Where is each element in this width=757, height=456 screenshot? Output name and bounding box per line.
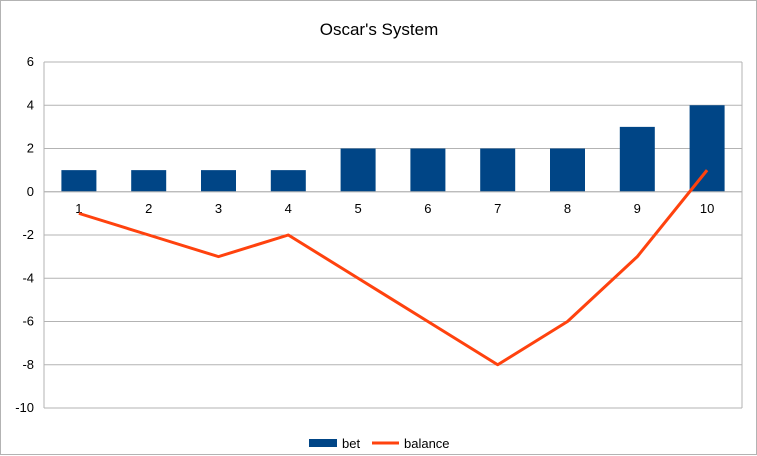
y-tick-label: 0	[27, 184, 34, 199]
bar-bet-10	[689, 105, 725, 192]
balance-line	[78, 169, 709, 367]
y-tick-label: 6	[27, 54, 34, 69]
x-tick-label: 5	[354, 201, 361, 216]
bar-bet-4	[270, 170, 306, 192]
bar-bet-8	[550, 148, 585, 192]
x-axis-ticks: 1 2 3 4 5 6 7 8 9 10	[75, 201, 714, 216]
balance-series	[78, 169, 709, 367]
chart-title: Oscar's System	[320, 20, 439, 39]
x-tick-label: 6	[424, 201, 431, 216]
legend-label-balance: balance	[404, 436, 450, 451]
x-tick-label: 1	[75, 201, 82, 216]
y-tick-label: 4	[27, 97, 34, 112]
y-tick-label: -6	[22, 314, 34, 329]
x-tick-label: 2	[145, 201, 152, 216]
bar-bet-3	[201, 170, 236, 192]
legend-label-bet: bet	[342, 436, 360, 451]
legend: bet balance	[309, 436, 450, 451]
x-tick-label: 9	[634, 201, 641, 216]
y-tick-label: -2	[22, 227, 34, 242]
bar-bet-1	[61, 170, 97, 192]
bet-series	[61, 105, 725, 192]
y-tick-label: -8	[22, 357, 34, 372]
x-tick-label: 3	[215, 201, 222, 216]
bar-bet-6	[410, 148, 446, 192]
y-tick-label: -4	[22, 270, 34, 285]
legend-swatch-bet	[309, 439, 337, 447]
y-axis-ticks: 6 4 2 0 -2 -4 -6 -8 -10	[15, 54, 34, 415]
bar-bet-5	[340, 148, 376, 192]
y-tick-label: -10	[15, 400, 34, 415]
x-tick-label: 7	[494, 201, 501, 216]
y-tick-label: 2	[27, 141, 34, 156]
bar-bet-2	[131, 170, 167, 192]
bar-bet-9	[619, 126, 655, 192]
x-tick-label: 8	[564, 201, 571, 216]
x-tick-label: 10	[700, 201, 714, 216]
bar-bet-7	[480, 148, 516, 192]
x-tick-label: 4	[285, 201, 292, 216]
